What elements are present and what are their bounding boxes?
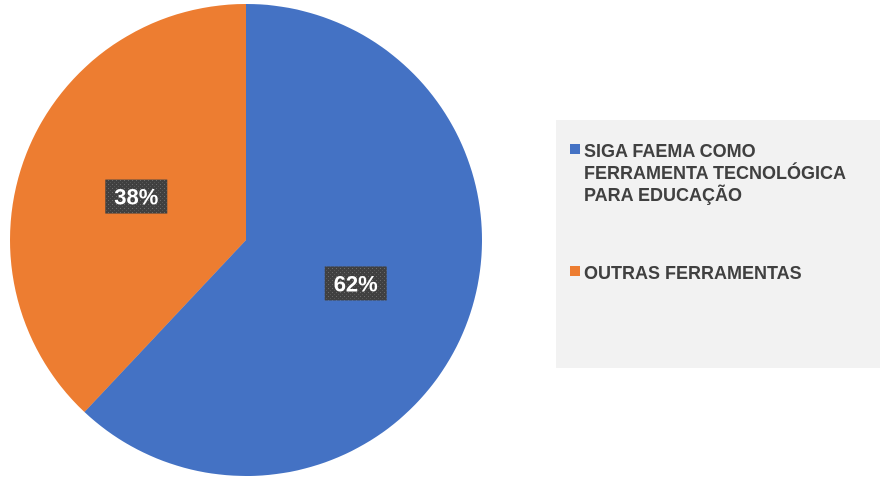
data-label-background xyxy=(324,266,387,301)
legend: SIGA FAEMA COMO FERRAMENTA TECNOLÓGICA P… xyxy=(556,120,880,368)
data-label-background xyxy=(105,179,168,214)
pie-slices xyxy=(10,4,482,476)
legend-label-siga-faema: SIGA FAEMA COMO FERRAMENTA TECNOLÓGICA P… xyxy=(584,141,846,205)
legend-swatch-siga-faema xyxy=(570,144,580,154)
pie-data-labels: 62% 38% xyxy=(105,179,387,301)
data-label-outras-ferramentas: 38% xyxy=(114,185,158,210)
legend-item-outras-ferramentas[interactable]: OUTRAS FERRAMENTAS xyxy=(570,262,846,284)
legend-item-siga-faema[interactable]: SIGA FAEMA COMO FERRAMENTA TECNOLÓGICA P… xyxy=(570,140,846,206)
data-label-siga-faema: 62% xyxy=(334,271,378,296)
legend-label-outras-ferramentas: OUTRAS FERRAMENTAS xyxy=(584,263,802,283)
pie-slice-siga-faema[interactable] xyxy=(84,4,482,476)
legend-swatch-outras-ferramentas xyxy=(570,266,580,276)
pie-plot-area: 62% 38% xyxy=(10,4,482,476)
